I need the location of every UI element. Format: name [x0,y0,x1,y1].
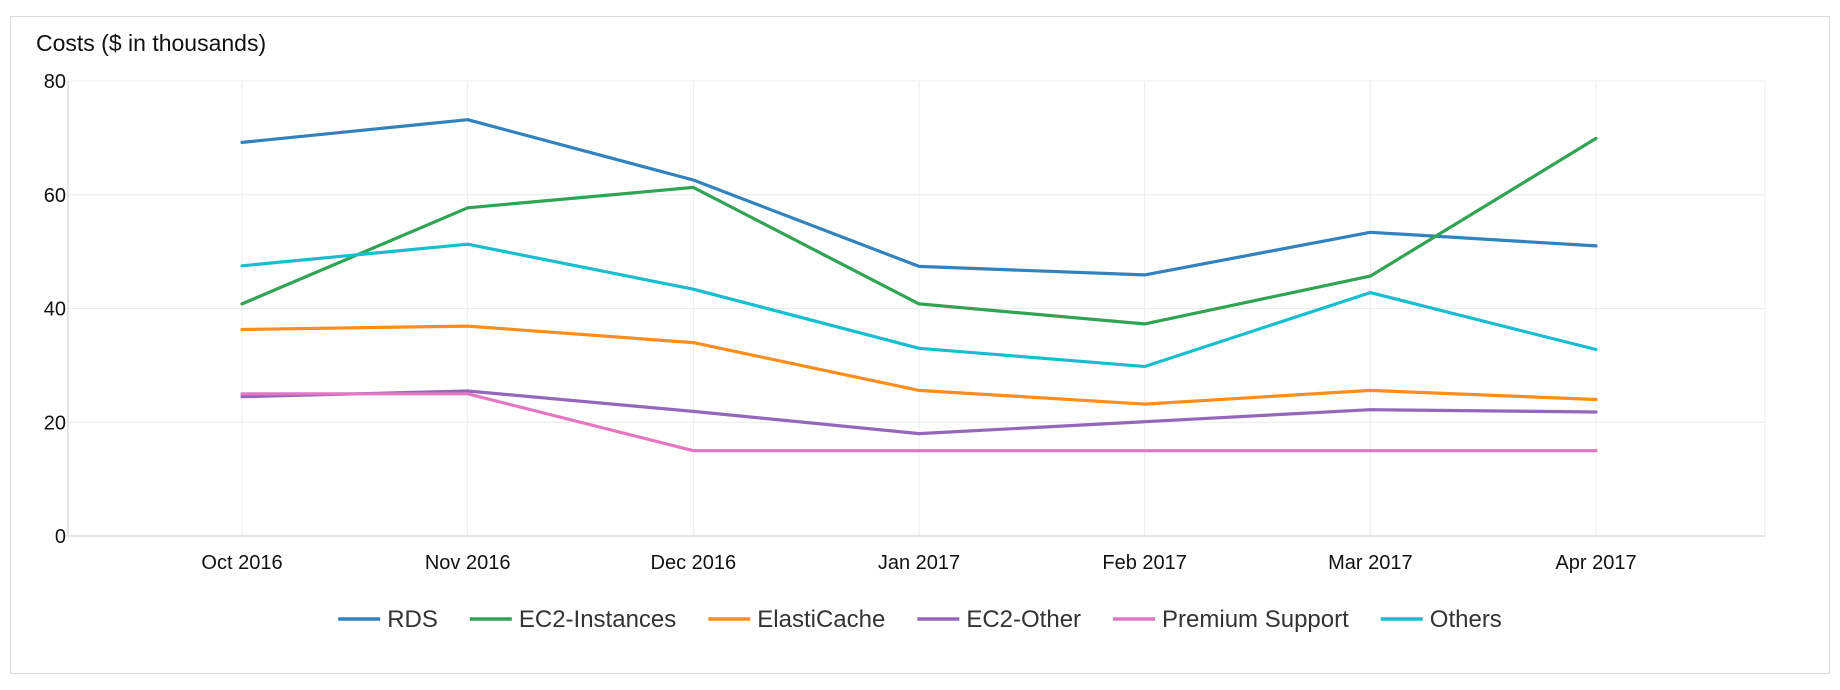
x-tick-label: Jan 2017 [878,552,960,574]
series-lines [240,118,1598,453]
series-line-others[interactable] [240,242,1598,369]
chart-panel [10,16,1830,674]
x-tick-label: Mar 2017 [1328,552,1413,574]
chart-title: Costs ($ in thousands) [36,30,267,56]
legend-label: EC2-Other [966,606,1081,633]
legend-item-ec2-other[interactable]: EC2-Other [917,606,1081,633]
series-line-rds[interactable] [240,118,1598,277]
legend-label: Others [1430,606,1502,633]
x-tick-label: Feb 2017 [1102,552,1187,574]
legend-label: EC2-Instances [519,606,676,633]
series-line-elasticache[interactable] [240,324,1598,406]
series-line-premium-support[interactable] [240,392,1598,453]
legend-item-rds[interactable]: RDS [338,606,438,633]
grid [68,80,1766,536]
legend-item-elasticache[interactable]: ElastiCache [708,606,885,633]
y-tick-label: 40 [44,299,66,321]
axes: 0 20 40 60 80 Oct 2016 Nov 2016 Dec 2016 Jan 201… [44,71,1765,574]
x-tick-label: Oct 2016 [201,552,282,574]
x-tick-label: Apr 2017 [1555,552,1636,574]
legend-item-others[interactable]: Others [1380,606,1502,633]
x-tick-label: Nov 2016 [425,552,511,574]
y-tick-label: 20 [44,412,66,434]
series-line-ec2-instances[interactable] [240,136,1598,326]
legend-label: Premium Support [1162,606,1349,633]
series-line-ec2-other[interactable] [240,389,1598,436]
y-tick-label: 80 [44,71,66,93]
legend-label: RDS [387,606,438,633]
legend-item-ec2-instances[interactable]: EC2-Instances [469,606,676,633]
legend-item-premium-support[interactable]: Premium Support [1113,606,1349,633]
x-tick-label: Dec 2016 [651,552,737,574]
legend-label: ElastiCache [757,606,885,633]
legend: RDS EC2-Instances ElastiCache EC2-Other Prem… [338,606,1502,633]
y-tick-label: 60 [44,185,66,207]
y-tick-label: 0 [55,526,66,548]
